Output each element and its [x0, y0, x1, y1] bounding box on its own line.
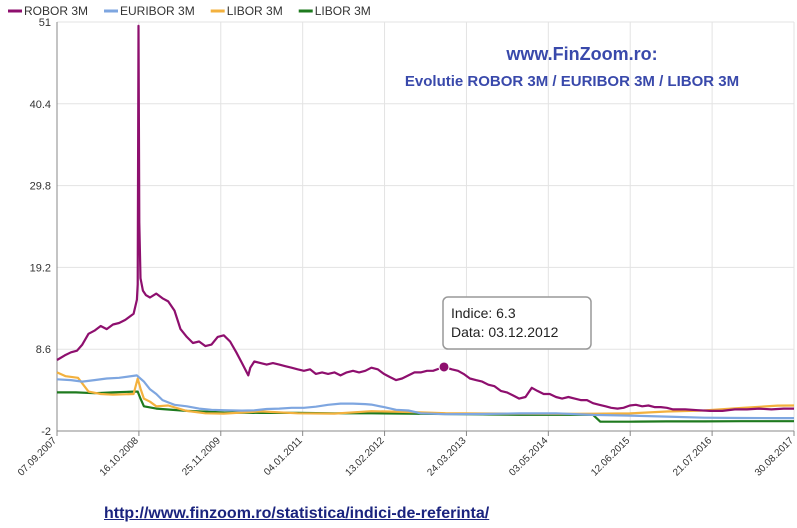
chart-axes: [56, 22, 795, 436]
legend-label: LIBOR 3M: [227, 4, 283, 18]
y-tick-label: 40.4: [30, 99, 51, 111]
series-lines: [56, 24, 795, 423]
y-tick-label: 8.6: [36, 344, 51, 356]
y-tick-label: -2: [41, 426, 51, 438]
series-line: [56, 24, 794, 412]
series-line: [56, 371, 795, 415]
tooltip-box: [442, 296, 592, 350]
tooltip-line-index: Indice: 6.3: [451, 305, 516, 321]
tooltip-line-date: Data: 03.12.2012: [451, 324, 559, 340]
y-tick-label: 51: [39, 17, 51, 29]
y-axis-ticks: 51 40.4 29.8 19.2 8.6 -2: [30, 17, 51, 438]
hover-point[interactable]: [438, 361, 450, 373]
y-tick-label: 29.8: [30, 181, 51, 193]
source-url-link[interactable]: http://www.finzoom.ro/statistica/indici-…: [104, 505, 490, 522]
chart-title-block: www.FinZoom.ro: Evolutie ROBOR 3M / EURI…: [405, 44, 739, 90]
legend-label: LIBOR 3M: [315, 4, 371, 18]
y-tick-label: 19.2: [30, 262, 51, 274]
chart-legend: ROBOR 3M EURIBOR 3M LIBOR 3M LIBOR 3M: [8, 4, 371, 18]
series-line: [56, 374, 794, 420]
chart-title: www.FinZoom.ro:: [505, 44, 657, 64]
legend-label: EURIBOR 3M: [120, 4, 195, 18]
chart-subtitle: Evolutie ROBOR 3M / EURIBOR 3M / LIBOR 3…: [405, 73, 739, 90]
tooltip: Indice: 6.3 Data: 03.12.2012: [442, 296, 592, 350]
legend-label: ROBOR 3M: [24, 4, 88, 18]
